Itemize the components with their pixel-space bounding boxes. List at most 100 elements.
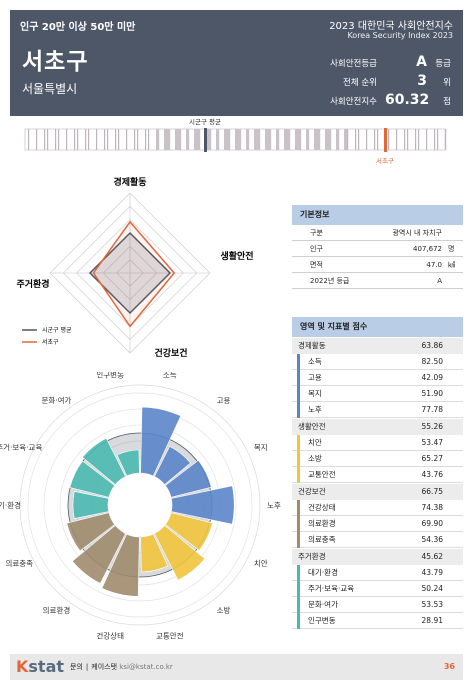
company-name: 케이스탯 xyxy=(91,663,118,671)
indicator-name: 복지 xyxy=(308,389,322,398)
rank-label: 전체 순위 xyxy=(343,78,377,88)
category-color-bar xyxy=(297,467,300,483)
category-score: 45.62 xyxy=(421,552,443,561)
city-name: 서초구 xyxy=(22,49,89,75)
polar-outer-ring xyxy=(19,384,261,626)
polar-bar xyxy=(71,525,126,584)
category-color-bar xyxy=(297,500,300,516)
strip-tick xyxy=(344,129,348,150)
indicator-row: 치안 53.47 xyxy=(292,435,463,451)
basic-info-panel: 기본정보 구분 광역시 내 자치구 인구 407,672 명 면적 47.0 ㎢ 2022… xyxy=(292,205,463,289)
category-color-bar xyxy=(297,451,300,467)
indicator-score: 42.09 xyxy=(421,373,443,382)
indicator-score: 69.90 xyxy=(421,519,443,528)
category-name: 경제활동 xyxy=(298,341,326,350)
polar-bar xyxy=(101,533,140,597)
index-unit: 점 xyxy=(443,97,451,107)
polar-category-label: 문화·여가 xyxy=(41,395,71,405)
polar-grid-ring xyxy=(27,392,253,618)
table-row: 인구 407,672 명 xyxy=(292,240,463,257)
strip-tick xyxy=(396,129,398,150)
strip-tick xyxy=(276,129,280,150)
polar-grid-ring xyxy=(43,408,237,602)
polar-bar xyxy=(66,512,116,552)
strip-tick xyxy=(104,129,106,150)
strip-ticks xyxy=(24,128,447,151)
indicator-row: 대기·환경 43.79 xyxy=(292,565,463,581)
polar-bar xyxy=(164,459,212,498)
indicator-score: 43.79 xyxy=(421,568,443,577)
indicator-score: 53.47 xyxy=(421,438,443,447)
polar-bar xyxy=(72,491,110,519)
info-value: 47.0 xyxy=(368,256,445,273)
indicator-name: 소득 xyxy=(308,357,322,366)
polar-bar xyxy=(82,437,126,485)
category-color-bar xyxy=(297,581,300,597)
score-category-row: 건강보건 66.75 xyxy=(292,484,463,500)
indicator-row: 고용 42.09 xyxy=(292,370,463,386)
legend-city-label: 서초구 xyxy=(42,338,59,346)
contact-label: 문의 xyxy=(70,663,83,671)
info-value: A xyxy=(368,272,445,289)
rank-row: 전체 순위 3 위 xyxy=(291,73,451,92)
radar-axis-label-economy: 경제활동 xyxy=(113,176,146,188)
strip-tick xyxy=(257,129,261,150)
strip-tick xyxy=(347,129,349,150)
category-score: 63.86 xyxy=(421,341,443,350)
city-marker-label: 서초구 xyxy=(376,156,394,165)
score-category-row: 주거환경 45.62 xyxy=(292,549,463,565)
category-name: 건강보건 xyxy=(298,487,326,496)
indicator-row: 주거·보육·교육 50.24 xyxy=(292,581,463,597)
radar-chart: 경제활동 생활안전 건강보건 주거환경 시군구 평균 서초구 xyxy=(16,176,253,359)
polar-bar xyxy=(164,512,213,551)
info-key: 인구 xyxy=(292,240,368,257)
city-marker xyxy=(384,128,387,152)
strip-tick xyxy=(107,129,109,150)
score-panel: 영역 및 지표별 점수 경제활동 63.86 소득 82.50 고용 42.09 복지 51.… xyxy=(292,317,463,629)
info-unit: 명 xyxy=(445,240,463,257)
polar-category-label: 인구변동 xyxy=(96,372,124,379)
strip-tick xyxy=(175,129,179,150)
strip-tick xyxy=(55,129,57,150)
strip-tick xyxy=(418,129,420,150)
polar-category-label: 대기·환경 xyxy=(0,500,21,510)
strip-tick xyxy=(235,129,239,150)
indicator-name: 주거·보육·교육 xyxy=(308,584,355,593)
category-color-bar xyxy=(297,402,300,418)
indicator-row: 인구변동 28.91 xyxy=(292,613,463,629)
report-subtitle: Korea Security Index 2023 xyxy=(347,31,453,40)
score-panel-title: 영역 및 지표별 점수 xyxy=(292,317,463,337)
avg-marker-label: 시군구 평균 xyxy=(189,117,221,126)
indicator-name: 고용 xyxy=(308,373,322,382)
polar-bars xyxy=(66,406,235,597)
radar-series-city xyxy=(92,220,176,328)
category-color-bar xyxy=(297,370,300,386)
strip-tick xyxy=(227,129,231,150)
polar-category-label: 소방 xyxy=(217,605,231,615)
strip-tick xyxy=(194,129,198,150)
email-link[interactable]: ksi@kstat.co.kr xyxy=(119,663,173,671)
strip-tick xyxy=(306,129,310,150)
grade-row: 사회안전등급 A 등급 xyxy=(291,54,451,73)
index-row: 사회안전지수 60.32 점 xyxy=(291,92,451,111)
category-color-bar xyxy=(297,532,300,548)
table-row: 구분 광역시 내 자치구 xyxy=(292,225,463,241)
indicator-name: 의료환경 xyxy=(308,519,336,528)
polar-bar xyxy=(140,406,182,477)
strip-tick xyxy=(58,129,60,150)
indicator-row: 의료환경 69.90 xyxy=(292,516,463,532)
strip-tick xyxy=(137,129,139,150)
indicator-score: 53.53 xyxy=(421,600,443,609)
strip-tick xyxy=(126,129,128,150)
rank-value: 3 xyxy=(417,73,427,89)
indicator-name: 인구변동 xyxy=(308,616,336,625)
strip-tick xyxy=(287,129,291,150)
indicator-row: 건강상태 74.38 xyxy=(292,500,463,516)
indicator-row: 복지 51.90 xyxy=(292,386,463,402)
strip-tick xyxy=(254,129,258,150)
strip-tick xyxy=(374,129,376,150)
info-unit xyxy=(445,272,463,289)
grade-label: 사회안전등급 xyxy=(330,59,377,69)
population-group: 인구 20만 이상 50만 미만 xyxy=(20,22,136,33)
